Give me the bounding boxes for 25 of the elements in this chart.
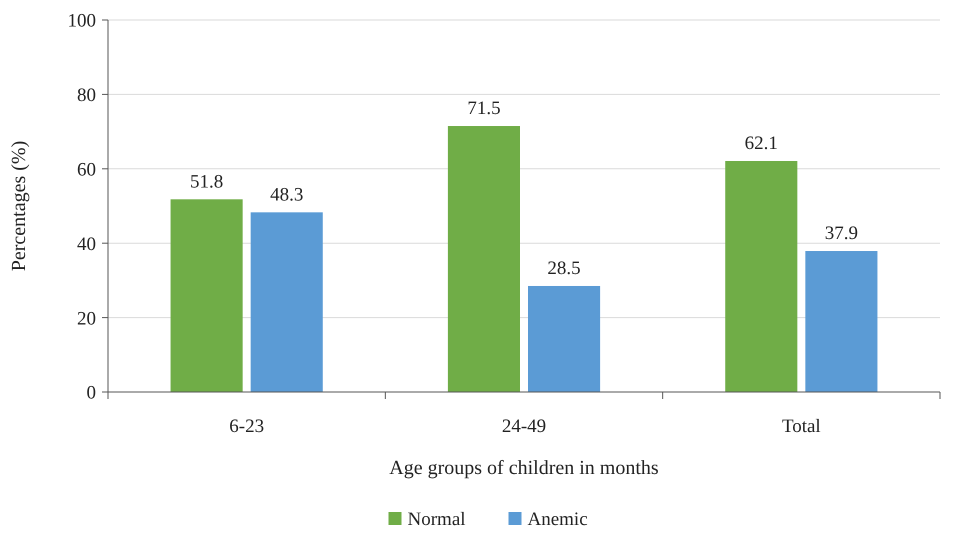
y-axis-title: Percentages (%) (8, 140, 30, 272)
bar (170, 199, 243, 392)
y-tick-label: 20 (77, 308, 96, 330)
legend-label: Normal (408, 509, 466, 530)
data-label: 62.1 (744, 132, 778, 154)
data-label: 48.3 (270, 184, 304, 206)
data-label: 51.8 (190, 171, 224, 192)
data-label: 71.5 (467, 98, 501, 120)
bar (448, 126, 520, 392)
legend-label: Anemic (528, 509, 588, 530)
bar (725, 160, 798, 392)
bar (528, 286, 600, 392)
x-tick-label: 24-49 (502, 416, 546, 437)
x-tick-label: Total (782, 416, 821, 437)
y-tick-label: 60 (77, 159, 96, 180)
x-tick-label: 6-23 (229, 416, 264, 437)
bar (250, 212, 323, 392)
y-tick-label: 0 (86, 382, 96, 404)
y-tick-label: 80 (77, 85, 96, 106)
x-axis-title: Age groups of children in months (389, 457, 659, 479)
y-tick-label: 100 (68, 10, 96, 32)
data-label: 28.5 (547, 258, 581, 279)
y-tick-label: 40 (77, 234, 96, 255)
data-label: 37.9 (824, 223, 858, 244)
bar (805, 251, 878, 392)
